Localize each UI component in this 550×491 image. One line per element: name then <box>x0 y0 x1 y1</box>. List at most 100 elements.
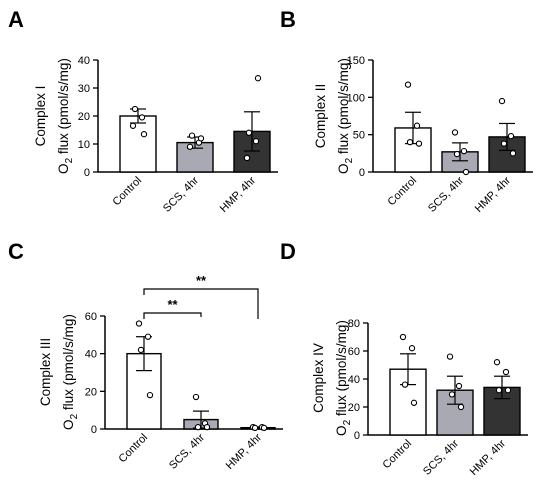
data-point <box>413 122 421 129</box>
category-label: Control <box>117 432 151 466</box>
data-point <box>507 133 515 140</box>
data-point <box>138 114 146 121</box>
y-tick-label: 0 <box>91 424 97 436</box>
category-label: HMP, 4hr <box>224 431 265 472</box>
y-tick-label: 100 <box>347 92 365 104</box>
y-tick-label: 50 <box>353 130 365 142</box>
category-label: Control <box>386 175 420 209</box>
panel-b-plot: 0 50 100 150 Complex II O2 flux (pmol/s/mg) Co… <box>313 55 533 215</box>
y-label-suffix: flux (pmol/s/mg) <box>336 58 351 158</box>
y-label-prefix: O <box>336 163 351 174</box>
data-point <box>146 391 154 399</box>
data-point <box>446 353 454 360</box>
data-point <box>243 154 251 162</box>
panel-a: A 0 10 20 30 40 Complex I O2 flux (pmol/s/mg) C… <box>8 7 278 215</box>
y-tick-label: 40 <box>85 349 97 361</box>
data-point <box>203 423 211 431</box>
panel-letter: C <box>8 239 24 264</box>
y-tick-label: 20 <box>78 111 90 123</box>
panel-b: B 0 50 100 150 Complex II O2 flux (pmol/s/mg)… <box>280 7 533 215</box>
data-point <box>493 359 501 366</box>
data-point <box>401 381 409 388</box>
y-tick-label: 10 <box>78 139 90 151</box>
data-point <box>404 81 412 88</box>
data-point <box>462 168 470 176</box>
data-point <box>410 399 418 406</box>
data-point <box>457 403 465 411</box>
category-label: HMP, 4hr <box>468 437 509 478</box>
data-point <box>415 140 423 147</box>
y-axis-label-line1: Complex I <box>33 86 48 147</box>
y-axis-label-line2: O2 flux (pmol/s/mg) <box>61 314 80 430</box>
y-axis-label-line1: Complex IV <box>311 343 326 413</box>
significance-bracket <box>143 288 259 319</box>
y-label-subscript: 2 <box>64 157 75 163</box>
data-point <box>451 129 459 136</box>
y-tick-label: 60 <box>85 311 97 323</box>
y-label-prefix: O <box>56 163 71 174</box>
category-label: HMP, 4hr <box>218 174 259 215</box>
data-point <box>408 345 416 352</box>
data-point <box>453 150 461 158</box>
y-label-suffix: flux (pmol/s/mg) <box>56 58 71 158</box>
data-point <box>144 333 152 340</box>
y-tick-label: 150 <box>347 55 365 67</box>
significance-label: ** <box>196 273 207 288</box>
data-point <box>455 382 463 390</box>
data-point <box>197 135 205 142</box>
significance-label: ** <box>167 297 178 312</box>
data-point <box>131 105 139 113</box>
data-point <box>194 423 202 431</box>
data-point <box>260 424 268 432</box>
panel-c: C 0 20 40 60 Complex III O2 flux (pmol/s/mg) C… <box>8 239 283 472</box>
y-axis-label-line2: O2 flux (pmol/s/mg) <box>56 58 75 174</box>
y-label-suffix: flux (pmol/s/mg) <box>61 314 76 414</box>
panel-d-plot: 0 20 40 60 80 Complex IV O2 flux (pmol/s/mg) Co… <box>311 318 528 478</box>
y-label-suffix: flux (pmol/s/mg) <box>334 320 349 420</box>
data-point <box>504 387 512 394</box>
panel-d: D 0 20 40 60 80 Complex IV O2 flux (pmol/s/mg)… <box>280 239 528 478</box>
panel-letter: A <box>8 7 24 32</box>
data-point <box>140 131 148 138</box>
data-point <box>460 147 468 155</box>
y-label-prefix: O <box>61 419 76 430</box>
y-tick-label: 20 <box>348 402 360 414</box>
data-point <box>495 387 503 394</box>
y-tick-label: 0 <box>354 430 360 442</box>
data-point <box>406 138 414 146</box>
data-point <box>192 393 200 401</box>
data-point <box>448 391 456 398</box>
bar <box>119 115 157 173</box>
y-axis-label-line1: Complex III <box>38 338 53 406</box>
category-label: Control <box>111 175 145 209</box>
data-point <box>186 143 194 150</box>
data-point <box>500 140 508 147</box>
data-point <box>252 138 260 145</box>
y-tick-label: 20 <box>85 386 97 398</box>
y-tick-label: 0 <box>359 167 365 179</box>
category-label: SCS, 4hr <box>161 174 201 214</box>
category-label: SCS, 4hr <box>167 431 207 471</box>
y-label-subscript: 2 <box>69 413 80 419</box>
y-tick-label: 40 <box>78 55 90 67</box>
data-point <box>245 129 253 136</box>
y-label-subscript: 2 <box>342 419 353 425</box>
y-tick-label: 30 <box>78 83 90 95</box>
y-label-subscript: 2 <box>344 157 355 163</box>
data-point <box>254 75 262 82</box>
y-tick-label: 0 <box>84 167 90 179</box>
panel-a-plot: 0 10 20 30 40 Complex I O2 flux (pmol/s/mg) Con… <box>33 55 278 215</box>
category-label: HMP, 4hr <box>473 174 514 215</box>
data-point <box>502 368 510 376</box>
y-tick-label: 40 <box>348 374 360 386</box>
panel-letter: B <box>280 7 296 32</box>
data-point <box>399 333 407 341</box>
data-point <box>129 122 137 129</box>
data-point <box>137 346 145 354</box>
y-label-prefix: O <box>334 425 349 436</box>
category-label: SCS, 4hr <box>426 174 466 214</box>
y-axis-label-line2: O2 flux (pmol/s/mg) <box>334 320 353 436</box>
category-label: Control <box>381 438 415 472</box>
significance-bracket <box>143 312 202 319</box>
